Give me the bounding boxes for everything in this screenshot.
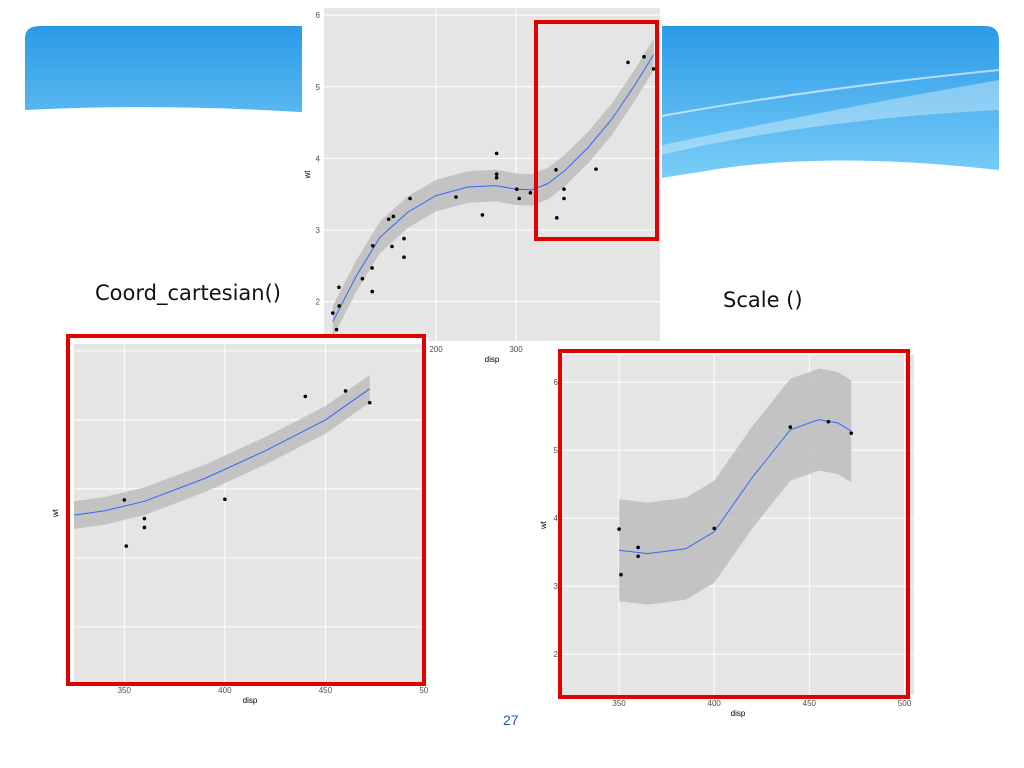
slide-number: 27	[503, 712, 519, 728]
scale-plot: 2 3 4 5 6 350 400 450 500 disp wt	[538, 345, 916, 725]
confidence-ribbon	[332, 38, 654, 338]
y-axis-label: wt	[539, 520, 548, 530]
x-axis-label: disp	[485, 355, 500, 364]
x-tick-label: 350	[612, 699, 626, 708]
data-point	[562, 196, 566, 201]
confidence-ribbon	[74, 375, 370, 529]
data-point	[303, 394, 308, 399]
y-tick-label: 3	[554, 582, 559, 591]
data-point	[334, 327, 339, 332]
x-axis-label: disp	[731, 709, 746, 718]
data-point	[619, 572, 623, 577]
x-tick-label: 500	[898, 699, 912, 708]
highlight-box-full	[534, 20, 659, 241]
x-axis-label: disp	[243, 696, 258, 705]
x-tick-label: 350	[118, 686, 132, 695]
data-point	[626, 60, 630, 65]
x-tick-label: 400	[218, 686, 232, 695]
data-point	[494, 172, 499, 176]
y-tick-label: 4	[554, 514, 559, 523]
data-point	[642, 54, 646, 59]
data-point	[331, 311, 335, 315]
full-svg: 2 3 4 5 6 200 300 disp wt	[303, 8, 660, 364]
data-point	[223, 497, 227, 502]
data-point	[480, 213, 485, 217]
x-tick-label: 300	[509, 345, 523, 354]
data-point	[494, 175, 499, 180]
coord-cartesian-label: Coord_cartesian()	[95, 281, 281, 305]
y-tick-label: 2	[554, 650, 559, 659]
data-point	[712, 526, 717, 531]
data-point	[371, 243, 375, 248]
data-point	[402, 255, 406, 260]
y-axis-label: wt	[51, 508, 60, 518]
data-point	[367, 400, 372, 405]
y-axis-label: wt	[303, 170, 312, 180]
data-point	[617, 527, 621, 531]
data-point	[337, 304, 341, 308]
data-point	[370, 289, 375, 294]
data-point	[142, 516, 147, 521]
data-point	[494, 151, 499, 156]
data-point	[528, 190, 533, 195]
data-point	[636, 545, 640, 550]
y-tick-label: 5	[316, 83, 321, 92]
data-point	[408, 196, 412, 201]
data-point	[555, 216, 559, 220]
confidence-ribbon	[619, 368, 852, 605]
data-point	[826, 419, 831, 424]
data-point	[517, 196, 521, 201]
highlight-box-scale	[558, 349, 910, 699]
y-tick-label: 6	[316, 11, 321, 20]
full-scatter-plot: 2 3 4 5 6 200 300 disp wt	[302, 2, 662, 365]
data-point	[402, 236, 406, 241]
smooth-line	[619, 419, 852, 555]
data-point	[594, 167, 598, 171]
highlight-box-coord	[66, 334, 426, 686]
data-point	[651, 67, 656, 71]
data-point	[386, 217, 391, 222]
scale-label: Scale ()	[723, 288, 803, 312]
data-point	[370, 266, 374, 270]
data-point	[124, 544, 129, 548]
zoom_scale-svg: 2 3 4 5 6 350 400 450 500 disp wt	[539, 355, 914, 718]
data-point	[554, 168, 558, 172]
data-point	[142, 525, 147, 530]
data-point	[122, 498, 127, 502]
y-tick-label: 5	[554, 446, 559, 455]
data-point	[515, 187, 519, 191]
data-point	[391, 214, 396, 219]
y-tick-label: 3	[316, 226, 321, 235]
data-point	[788, 425, 793, 429]
data-point	[849, 431, 854, 435]
x-tick-label: 500	[419, 686, 428, 695]
y-tick-label: 4	[316, 154, 321, 163]
data-point	[390, 244, 394, 249]
data-point	[343, 389, 348, 393]
smooth-line	[73, 388, 370, 516]
y-tick-label: 2	[316, 298, 321, 307]
x-tick-label: 400	[708, 699, 722, 708]
x-tick-label: 450	[319, 686, 333, 695]
data-point	[636, 554, 640, 559]
data-point	[562, 187, 566, 191]
data-point	[454, 195, 458, 199]
x-tick-label: 200	[429, 345, 443, 354]
data-point	[360, 276, 365, 281]
x-tick-label: 450	[803, 699, 817, 708]
y-tick-label: 6	[554, 378, 559, 387]
data-point	[337, 285, 341, 290]
